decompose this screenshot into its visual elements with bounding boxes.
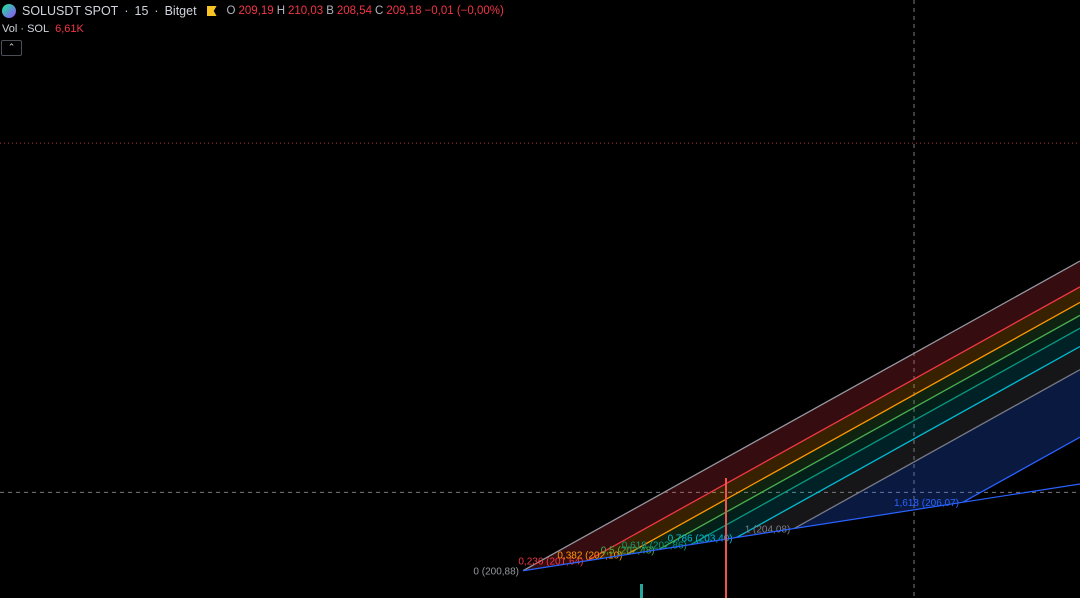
close-value: 209,18	[386, 5, 422, 17]
volume-value: 6,61K	[55, 23, 84, 35]
low-key: B	[326, 5, 334, 17]
high-key: H	[276, 5, 285, 17]
open-value: 209,19	[238, 5, 274, 17]
change-value: −0,01 (−0,00%)	[424, 5, 504, 17]
fib-level-label: 0,5 (202,48)	[601, 546, 655, 557]
volume-legend: Vol · SOL 6,61K	[2, 23, 84, 35]
fib-level-line	[522, 260, 1080, 572]
solana-logo-icon	[2, 4, 16, 18]
fib-level-line	[690, 327, 1080, 546]
open-key: O	[226, 5, 236, 17]
fib-level-line	[658, 314, 1080, 551]
interval[interactable]: 15	[134, 4, 149, 18]
volume-bar	[640, 584, 643, 598]
fib-level-line	[587, 286, 1080, 562]
chart-header: SOLUSDT SPOT · 15 · Bitget O 209,19 H 210,…	[0, 0, 504, 22]
collapse-legend-button[interactable]: ⌃	[1, 40, 22, 56]
fib-level-label: 1,618 (206,07)	[894, 498, 959, 509]
close-key: C	[375, 5, 384, 17]
fib-level-label: 0,236 (201,64)	[518, 557, 583, 568]
volume-label: Vol · SOL	[2, 23, 50, 35]
high-value: 210,03	[288, 5, 324, 17]
separator: ·	[124, 4, 129, 18]
fib-level-line	[626, 301, 1080, 556]
separator: ·	[154, 4, 159, 18]
fib-level-label: 0,382 (202,10)	[557, 551, 622, 562]
fib-level-line	[793, 369, 1080, 530]
fib-level-line	[962, 436, 1080, 503]
flag-icon[interactable]	[206, 6, 217, 16]
ohlc-values: O 209,19 H 210,03 B 208,54 C 209,18 −0,01 (−…	[227, 5, 504, 17]
fib-level-label: 0 (200,88)	[473, 567, 519, 578]
exchange-name: Bitget	[164, 4, 197, 18]
fib-level-label: 0,618 (202,86)	[622, 541, 687, 552]
fib-level-label: 1 (204,08)	[745, 524, 791, 535]
fib-base-line	[522, 483, 1080, 572]
fib-level-line	[736, 345, 1080, 539]
low-value: 208,54	[336, 5, 373, 17]
fib-level-label: 0,786 (203,40)	[668, 533, 733, 544]
symbol-name[interactable]: SOLUSDT SPOT	[22, 4, 119, 18]
